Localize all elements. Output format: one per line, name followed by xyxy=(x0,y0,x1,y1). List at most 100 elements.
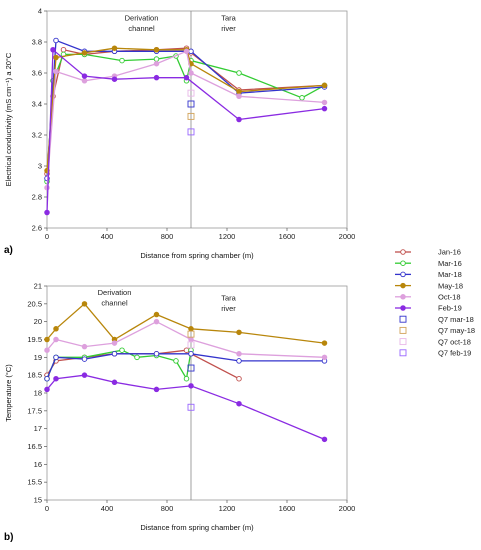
panel-b-temperature: 15 15.5 16 16.5 17 17.5 18 18.5 19 19.5 20 20.5 21 0 4… xyxy=(4,282,355,544)
series-mar-16 xyxy=(44,51,328,185)
q7-point xyxy=(187,100,195,108)
series-line xyxy=(46,47,325,171)
data-point xyxy=(81,50,88,56)
data-point xyxy=(153,56,160,62)
q7-point xyxy=(187,112,195,120)
legend-label: Mar-16 xyxy=(438,259,462,268)
plot-area xyxy=(46,10,348,229)
data-point xyxy=(236,93,242,99)
data-point xyxy=(236,351,242,357)
legend-symbol xyxy=(400,271,406,278)
q7-point xyxy=(187,364,195,372)
data-point xyxy=(153,351,160,357)
region-annotation: river xyxy=(221,304,236,313)
data-point xyxy=(321,105,328,112)
data-point xyxy=(111,340,118,346)
data-point xyxy=(81,73,88,79)
data-point xyxy=(299,95,305,101)
data-point xyxy=(153,318,160,325)
q7-point xyxy=(187,128,195,136)
legend-symbol xyxy=(400,282,406,289)
series-line xyxy=(46,374,325,440)
data-point xyxy=(321,340,328,346)
y-tick-label: 18 xyxy=(34,389,42,398)
series-line xyxy=(46,47,325,174)
legend-item: Feb-19 xyxy=(395,304,462,313)
data-point xyxy=(321,354,328,361)
data-point xyxy=(153,386,160,393)
data-point xyxy=(111,76,118,82)
data-point xyxy=(183,48,190,55)
data-point xyxy=(188,326,194,332)
series-mar-18 xyxy=(44,351,328,382)
y-tick-label: 4 xyxy=(38,7,42,16)
y-tick-label: 15 xyxy=(34,496,42,505)
data-point xyxy=(44,209,50,216)
legend-symbol xyxy=(400,294,406,300)
data-point xyxy=(81,77,88,84)
x-axis-label: Distance from spring chamber (m) xyxy=(140,251,254,260)
x-tick-label: 800 xyxy=(161,504,174,513)
x-tick-label: 2000 xyxy=(339,232,356,241)
legend-item: May-18 xyxy=(395,281,463,290)
data-point xyxy=(111,379,118,386)
region-annotation: Tara xyxy=(221,13,236,22)
series-mar-18 xyxy=(44,37,328,182)
x-tick-label: 400 xyxy=(101,504,114,513)
series-line xyxy=(46,53,325,182)
plot-area xyxy=(46,285,348,501)
data-point xyxy=(153,47,160,53)
y-tick-label: 3.8 xyxy=(32,38,42,47)
panel-a-conductivity: 2.6 2.8 3 3.2 3.4 3.6 3.8 4 0 400 800 1200 1600 2000 D… xyxy=(4,7,355,261)
data-point xyxy=(111,351,118,357)
data-point xyxy=(53,68,59,75)
data-point xyxy=(321,436,328,443)
data-point xyxy=(50,47,56,53)
data-point xyxy=(236,358,242,364)
data-point xyxy=(119,57,125,64)
data-point xyxy=(44,347,50,353)
legend-symbol xyxy=(399,326,407,334)
region-annotation: river xyxy=(221,24,236,33)
legend-symbol xyxy=(399,315,407,323)
y-tick-label: 2.8 xyxy=(32,193,42,202)
y-tick-label: 2.6 xyxy=(32,224,42,233)
legend-item: Q7 may-18 xyxy=(399,326,475,335)
q7-point xyxy=(187,403,195,411)
y-tick-label: 19 xyxy=(34,353,42,362)
y-tick-label: 20.5 xyxy=(27,299,42,308)
data-point xyxy=(81,343,88,350)
series-line xyxy=(46,50,325,188)
data-point xyxy=(81,301,88,307)
data-point xyxy=(53,336,59,343)
series-line xyxy=(46,302,325,344)
series-may-18 xyxy=(44,301,328,346)
x-tick-label: 1200 xyxy=(219,232,236,241)
x-tick-label: 800 xyxy=(161,232,174,241)
legend-item: Jan-16 xyxy=(395,248,461,257)
series-line xyxy=(46,48,325,213)
region-annotation: Derivation xyxy=(125,13,159,22)
data-point xyxy=(236,88,242,95)
series-line xyxy=(46,349,192,381)
data-point xyxy=(188,48,194,55)
data-point xyxy=(188,383,194,389)
data-point xyxy=(188,351,194,357)
data-point xyxy=(44,336,50,343)
region-annotation: channel xyxy=(101,299,128,308)
data-point xyxy=(236,400,242,407)
legend-item: Oct-18 xyxy=(395,293,461,302)
y-tick-label: 15.5 xyxy=(27,478,42,487)
legend-label: Q7 oct-18 xyxy=(438,337,471,346)
y-tick-label: 3.4 xyxy=(32,100,42,109)
data-point xyxy=(44,386,50,393)
legend-symbol xyxy=(399,338,407,346)
data-point xyxy=(183,347,190,353)
legend-item: Mar-16 xyxy=(395,259,462,268)
x-tick-label: 400 xyxy=(101,232,114,241)
series-line xyxy=(46,320,325,358)
q7-point xyxy=(187,89,195,97)
x-tick-label: 1200 xyxy=(219,504,236,513)
data-point xyxy=(134,354,140,361)
